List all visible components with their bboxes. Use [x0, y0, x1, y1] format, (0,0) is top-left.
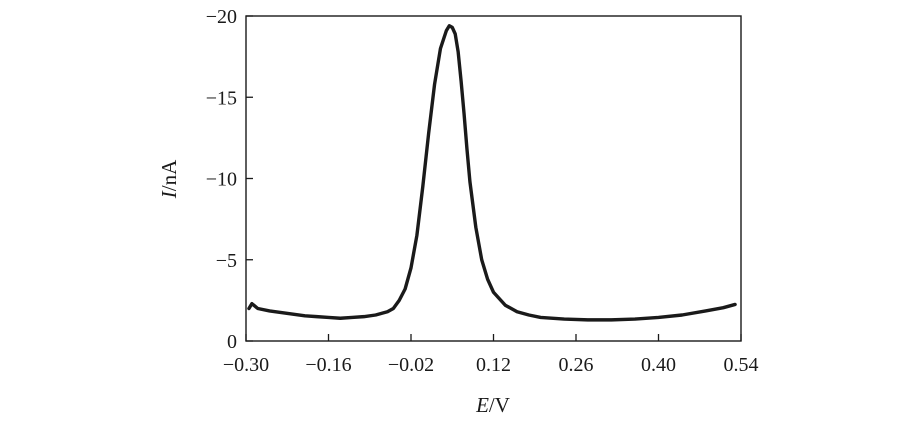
y-axis-label-var: I — [157, 190, 181, 199]
series-group — [247, 24, 737, 322]
y-tick-label: −5 — [216, 250, 237, 272]
y-tick-label: −10 — [206, 169, 237, 191]
y-tick-label: −20 — [206, 6, 237, 28]
y-axis-ticks: 0 −5 −10 −15 −20 — [206, 6, 253, 353]
y-tick-label: 0 — [227, 331, 237, 353]
y-axis-label-unit: /nA — [157, 159, 181, 191]
x-tick-label: 0.12 — [476, 354, 511, 376]
voltammogram-series-line — [247, 24, 737, 322]
y-tick-label: −15 — [206, 87, 237, 109]
x-axis-label: E/V — [475, 393, 510, 417]
x-tick-label: 0.54 — [724, 354, 759, 376]
x-tick-label: 0.40 — [641, 354, 676, 376]
x-axis-label-unit: /V — [489, 393, 510, 417]
x-tick-label: −0.30 — [223, 354, 269, 376]
x-tick-label: 0.26 — [559, 354, 594, 376]
x-axis-label-var: E — [475, 393, 489, 417]
x-axis-ticks: −0.30 −0.16 −0.02 0.12 0.26 0.40 0.54 — [223, 334, 759, 376]
x-tick-label: −0.02 — [388, 354, 434, 376]
y-axis-label: I/nA — [157, 159, 181, 199]
x-tick-label: −0.16 — [305, 354, 351, 376]
